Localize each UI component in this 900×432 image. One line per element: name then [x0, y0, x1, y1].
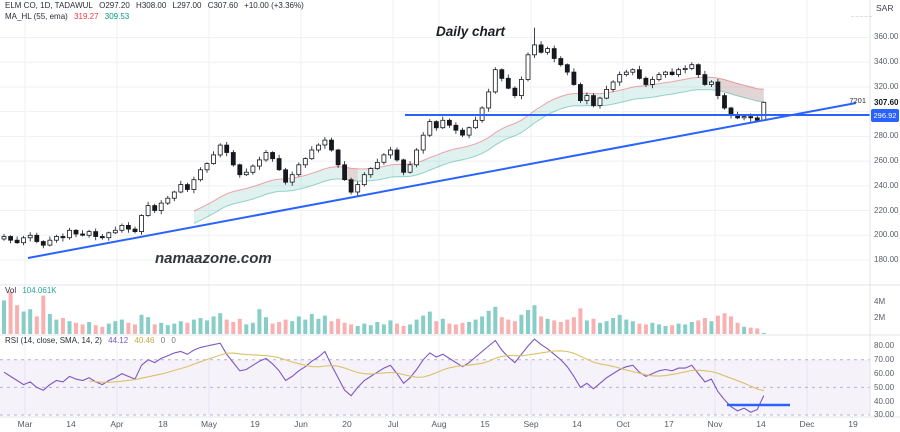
last-price-axis-label: 307.60: [874, 98, 899, 107]
rsi-label: RSI (14, close, SMA, 14, 2): [5, 336, 102, 345]
volume-value: 104.061K: [22, 286, 57, 295]
volume-legend[interactable]: Vol 104.061K: [5, 286, 61, 295]
rsi-sma-value: 40.46: [134, 336, 155, 345]
price-scale[interactable]: [870, 0, 900, 417]
ma-low-line: [193, 89, 764, 224]
watermark-text[interactable]: namaazone.com: [155, 250, 272, 267]
ma-cloud-bearish-segment: [344, 167, 358, 182]
ma-low-value: 309.53: [104, 12, 130, 21]
drawing-price-axis-chip: 296.92: [871, 108, 899, 122]
ohlc-open: O297.20: [99, 1, 130, 10]
rsi-lower-band-value: 0: [171, 336, 176, 345]
currency-label: SAR: [876, 3, 894, 13]
volume-label: Vol: [5, 286, 17, 295]
trendline-drawing[interactable]: [27, 102, 857, 259]
time-scale[interactable]: [0, 417, 900, 432]
candlestick-series: [1, 44, 767, 246]
ma-indicator-legend[interactable]: MA_HL (55, ema) 319.27 309.53: [5, 12, 133, 21]
daily-chart-text-drawing[interactable]: Daily chart: [436, 24, 506, 39]
rsi-upper-band-value: 0: [160, 336, 166, 345]
symbol-legend[interactable]: ELM CO, 1D, TADAWUL O297.20 H308.00 L297…: [5, 1, 308, 10]
trendline-ticker-label[interactable]: 7201: [849, 96, 866, 105]
rsi-value: 44.12: [108, 336, 129, 345]
ohlc-change: +10.00 (+3.36%): [244, 1, 304, 10]
ma-cloud: [193, 77, 764, 224]
volume-bars: [2, 291, 766, 334]
ohlc-close: C307.60: [207, 1, 238, 10]
faint-axis-marker: [851, 16, 872, 17]
ohlc-high: H308.00: [136, 1, 167, 10]
ohlc-low: L297.00: [172, 1, 202, 10]
ma-high-line: [193, 76, 764, 212]
ma-label: MA_HL (55, ema): [5, 12, 68, 21]
ma-high-value: 319.27: [74, 12, 99, 21]
rsi-sma-line: [89, 350, 764, 392]
symbol-title: ELM CO, 1D, TADAWUL: [5, 1, 93, 10]
ma-cloud-bearish-segment: [717, 78, 764, 102]
rsi-indicator-legend[interactable]: RSI (14, close, SMA, 14, 2) 44.12 40.46 …: [5, 336, 180, 345]
rsi-line: [3, 338, 765, 413]
candle-wicks: [3, 27, 765, 249]
